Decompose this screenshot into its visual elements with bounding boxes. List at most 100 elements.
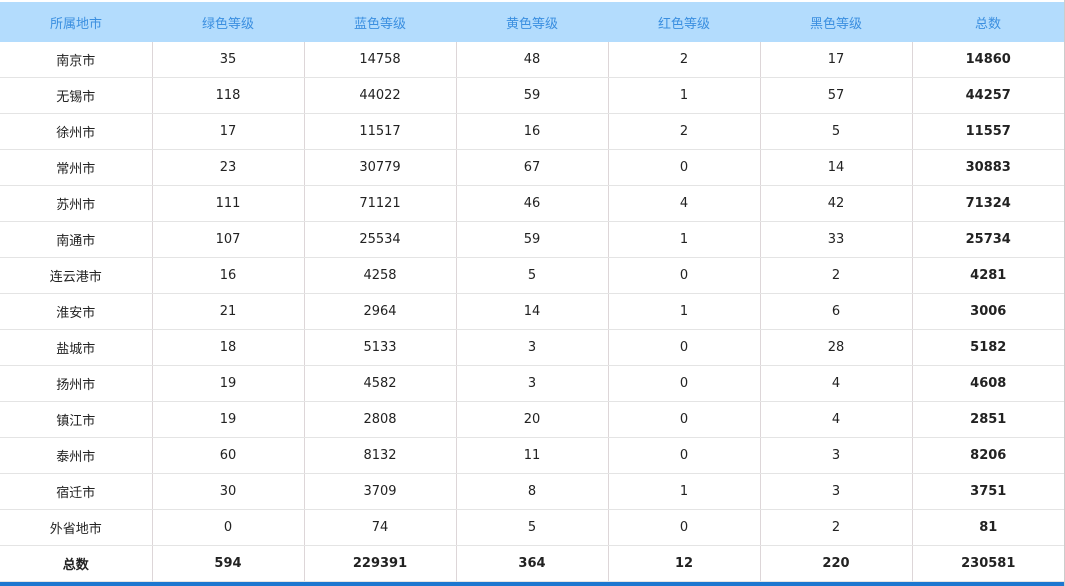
value-cell: 0 [608, 401, 761, 438]
value-cell: 3 [456, 329, 609, 366]
value-cell: 0 [608, 437, 761, 474]
value-cell: 111 [152, 185, 305, 222]
city-cell: 泰州市 [0, 437, 153, 474]
total-cell: 364 [456, 545, 609, 582]
value-cell: 5 [456, 257, 609, 294]
value-cell: 3709 [304, 473, 457, 510]
value-cell: 71324 [912, 185, 1064, 222]
value-cell: 19 [152, 365, 305, 402]
value-cell: 25734 [912, 221, 1064, 258]
value-cell: 0 [608, 149, 761, 186]
bottom-bar [0, 582, 1065, 586]
value-cell: 16 [456, 113, 609, 150]
value-cell: 4 [760, 365, 913, 402]
value-cell: 2 [760, 509, 913, 546]
value-cell: 8132 [304, 437, 457, 474]
value-cell: 57 [760, 77, 913, 114]
value-cell: 2808 [304, 401, 457, 438]
table-row: 徐州市 17 11517 16 2 5 11557 [0, 113, 1064, 150]
city-cell: 苏州市 [0, 185, 153, 222]
value-cell: 2851 [912, 401, 1064, 438]
value-cell: 4 [608, 185, 761, 222]
value-cell: 2964 [304, 293, 457, 330]
value-cell: 4608 [912, 365, 1064, 402]
value-cell: 46 [456, 185, 609, 222]
value-cell: 30 [152, 473, 305, 510]
city-cell: 淮安市 [0, 293, 153, 330]
value-cell: 11557 [912, 113, 1064, 150]
value-cell: 18 [152, 329, 305, 366]
table-row: 连云港市 16 4258 5 0 2 4281 [0, 257, 1064, 294]
value-cell: 16 [152, 257, 305, 294]
value-cell: 14 [456, 293, 609, 330]
value-cell: 0 [608, 509, 761, 546]
value-cell: 1 [608, 293, 761, 330]
city-cell: 常州市 [0, 149, 153, 186]
value-cell: 4 [760, 401, 913, 438]
column-header: 红色等级 [608, 2, 760, 42]
value-cell: 48 [456, 42, 609, 78]
column-header: 绿色等级 [152, 2, 304, 42]
value-cell: 30883 [912, 149, 1064, 186]
value-cell: 4281 [912, 257, 1064, 294]
value-cell: 17 [760, 42, 913, 78]
city-cell: 外省地市 [0, 509, 153, 546]
value-cell: 4582 [304, 365, 457, 402]
value-cell: 3 [456, 365, 609, 402]
value-cell: 5 [760, 113, 913, 150]
city-cell: 南京市 [0, 42, 153, 78]
table-row: 镇江市 19 2808 20 0 4 2851 [0, 401, 1064, 438]
table-row: 无锡市 118 44022 59 1 57 44257 [0, 77, 1064, 114]
column-header: 所属地市 [0, 2, 152, 42]
total-cell: 230581 [912, 545, 1064, 582]
value-cell: 0 [608, 257, 761, 294]
value-cell: 59 [456, 221, 609, 258]
value-cell: 35 [152, 42, 305, 78]
value-cell: 44022 [304, 77, 457, 114]
city-cell: 扬州市 [0, 365, 153, 402]
total-label: 总数 [0, 545, 153, 582]
value-cell: 67 [456, 149, 609, 186]
value-cell: 5 [456, 509, 609, 546]
column-header: 蓝色等级 [304, 2, 456, 42]
table-row: 南通市 107 25534 59 1 33 25734 [0, 221, 1064, 258]
value-cell: 33 [760, 221, 913, 258]
table-row: 南京市 35 14758 48 2 17 14860 [0, 42, 1064, 78]
value-cell: 44257 [912, 77, 1064, 114]
value-cell: 107 [152, 221, 305, 258]
value-cell: 19 [152, 401, 305, 438]
value-cell: 0 [608, 365, 761, 402]
total-cell: 12 [608, 545, 761, 582]
table-header-row: 所属地市 绿色等级 蓝色等级 黄色等级 红色等级 黑色等级 总数 [0, 2, 1064, 42]
column-header: 总数 [912, 2, 1064, 42]
city-cell: 南通市 [0, 221, 153, 258]
total-cell: 229391 [304, 545, 457, 582]
table-row: 苏州市 111 71121 46 4 42 71324 [0, 185, 1064, 222]
value-cell: 1 [608, 473, 761, 510]
value-cell: 11 [456, 437, 609, 474]
column-header: 黑色等级 [760, 2, 912, 42]
table-row: 淮安市 21 2964 14 1 6 3006 [0, 293, 1064, 330]
value-cell: 17 [152, 113, 305, 150]
value-cell: 21 [152, 293, 305, 330]
value-cell: 1 [608, 221, 761, 258]
value-cell: 2 [608, 42, 761, 78]
value-cell: 14758 [304, 42, 457, 78]
table-row: 扬州市 19 4582 3 0 4 4608 [0, 365, 1064, 402]
value-cell: 8206 [912, 437, 1064, 474]
table-row: 宿迁市 30 3709 8 1 3 3751 [0, 473, 1064, 510]
city-cell: 宿迁市 [0, 473, 153, 510]
value-cell: 25534 [304, 221, 457, 258]
total-cell: 594 [152, 545, 305, 582]
table-row: 泰州市 60 8132 11 0 3 8206 [0, 437, 1064, 474]
value-cell: 5133 [304, 329, 457, 366]
value-cell: 11517 [304, 113, 457, 150]
value-cell: 3751 [912, 473, 1064, 510]
value-cell: 59 [456, 77, 609, 114]
city-cell: 徐州市 [0, 113, 153, 150]
total-row: 总数 594 229391 364 12 220 230581 [0, 545, 1064, 582]
value-cell: 3006 [912, 293, 1064, 330]
value-cell: 23 [152, 149, 305, 186]
city-cell: 盐城市 [0, 329, 153, 366]
